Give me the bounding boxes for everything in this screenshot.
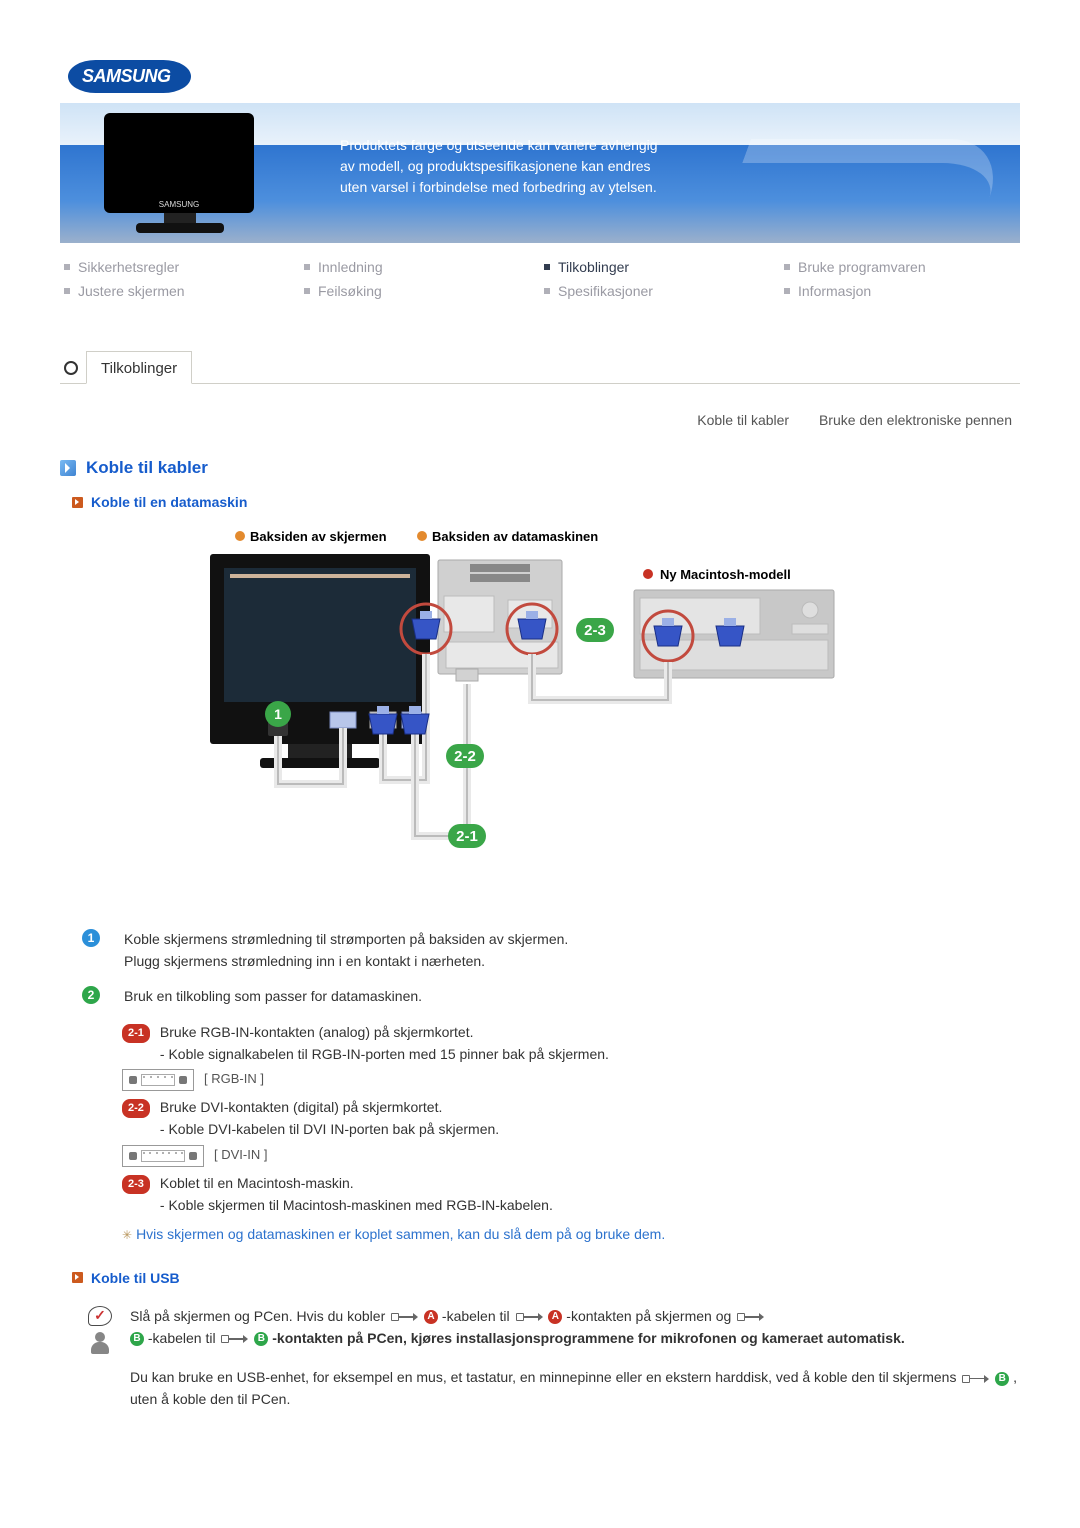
step-2-2-text-a: Bruke DVI-kontakten (digital) på skjermk…: [160, 1097, 1020, 1119]
tab-bar: Tilkoblinger: [60, 351, 1020, 384]
svg-text:2-1: 2-1: [456, 828, 478, 845]
step-2-badge: 2: [82, 986, 100, 1004]
sublink-elektronisk-penn[interactable]: Bruke den elektroniske pennen: [819, 412, 1012, 428]
step-1-text-a: Koble skjermens strømledning til strømpo…: [124, 929, 1020, 951]
brand-logo: SAMSUNG: [68, 60, 1020, 93]
instructions: 1 Koble skjermens strømledning til strøm…: [60, 929, 1020, 1266]
usb-section: ✓ Slå på skjermen og PCen. Hvis du koble…: [60, 1300, 1020, 1411]
main-nav: Sikkerhetsregler Justere skjermen Innled…: [60, 249, 1020, 325]
subsection-arrow-icon: [72, 497, 83, 508]
svg-text:1: 1: [274, 706, 282, 722]
connection-diagram: Baksiden av skjermen Baksiden av datamask…: [170, 524, 910, 899]
rgb-in-label: [ RGB-IN ]: [204, 1069, 264, 1089]
usb-cable-icon: [962, 1375, 989, 1383]
badge-a-icon: A: [548, 1310, 562, 1324]
nav-bruke-programvaren[interactable]: Bruke programvaren: [780, 255, 1020, 279]
step-2-2-badge: 2-2: [122, 1099, 150, 1118]
badge-b-icon: B: [995, 1372, 1009, 1386]
check-icon: ✓: [88, 1306, 112, 1326]
rgb-in-port-icon: [122, 1069, 194, 1091]
subsection-title: Koble til en datamaskin: [91, 494, 247, 510]
svg-text:2-3: 2-3: [584, 622, 606, 639]
step-1-text-b: Plugg skjermens strømledning inn i en ko…: [124, 951, 1020, 973]
section-title: Koble til kabler: [86, 458, 208, 478]
usb-cable-icon: [391, 1313, 418, 1321]
step-2-3-badge: 2-3: [122, 1175, 150, 1194]
usb-subsection-title: Koble til USB: [91, 1270, 180, 1286]
step-2-1-text-a: Bruke RGB-IN-kontakten (analog) på skjer…: [160, 1022, 1020, 1044]
svg-text:Baksiden av datamaskinen: Baksiden av datamaskinen: [432, 529, 598, 544]
hero-banner: SAMSUNG Produktets farge og utseende kan…: [60, 103, 1020, 243]
nav-spesifikasjoner[interactable]: Spesifikasjoner: [540, 279, 780, 303]
banner-monitor-illustration: SAMSUNG: [90, 113, 270, 243]
step-2-1-badge: 2-1: [122, 1024, 150, 1043]
badge-b-icon: B: [254, 1332, 268, 1346]
usb-cable-icon: [737, 1313, 764, 1321]
tab-tilkoblinger[interactable]: Tilkoblinger: [86, 351, 192, 384]
nav-informasjon[interactable]: Informasjon: [780, 279, 1020, 303]
svg-text:2-2: 2-2: [454, 748, 476, 765]
badge-a-icon: A: [424, 1310, 438, 1324]
nav-sikkerhetsregler[interactable]: Sikkerhetsregler: [60, 255, 300, 279]
tab-bullet-icon: [64, 361, 78, 375]
badge-b-icon: B: [130, 1332, 144, 1346]
step-2-3-text-b: - Koble skjermen til Macintosh-maskinen …: [160, 1195, 1020, 1217]
nav-justere-skjermen[interactable]: Justere skjermen: [60, 279, 300, 303]
tip-text: ✳Hvis skjermen og datamaskinen er koplet…: [82, 1218, 1020, 1266]
svg-text:Baksiden av skjermen: Baksiden av skjermen: [250, 529, 387, 544]
nav-innledning[interactable]: Innledning: [300, 255, 540, 279]
step-2-1-text-b: - Koble signalkabelen til RGB-IN-porten …: [160, 1044, 1020, 1066]
step-2-3-text-a: Koblet til en Macintosh-maskin.: [160, 1173, 1020, 1195]
step-2-text: Bruk en tilkobling som passer for datama…: [124, 986, 1020, 1008]
nav-tilkoblinger[interactable]: Tilkoblinger: [540, 255, 780, 279]
dvi-in-label: [ DVI-IN ]: [214, 1145, 267, 1165]
subsection-arrow-icon: [72, 1272, 83, 1283]
banner-swoosh: [729, 139, 1011, 199]
usb-cable-icon: [516, 1313, 543, 1321]
tip-star-icon: ✳: [122, 1228, 132, 1242]
person-icon: [90, 1332, 110, 1354]
step-2-2-text-b: - Koble DVI-kabelen til DVI IN-porten ba…: [160, 1119, 1020, 1141]
sublink-koble-til-kabler[interactable]: Koble til kabler: [697, 412, 789, 428]
logo-text: SAMSUNG: [68, 60, 191, 93]
usb-paragraph-2: Du kan bruke en USB-enhet, for eksempel …: [130, 1367, 1020, 1410]
nav-feilsoking[interactable]: Feilsøking: [300, 279, 540, 303]
svg-text:Ny Macintosh-modell: Ny Macintosh-modell: [660, 567, 791, 582]
usb-paragraph-1: Slå på skjermen og PCen. Hvis du kobler …: [130, 1306, 1020, 1349]
usb-cable-icon: [221, 1335, 248, 1343]
sub-nav: Koble til kabler Bruke den elektroniske …: [60, 384, 1020, 440]
section-arrow-icon: [60, 460, 76, 476]
dvi-in-port-icon: [122, 1145, 204, 1167]
banner-text: Produktets farge og utseende kan variere…: [340, 135, 740, 198]
step-1-badge: 1: [82, 929, 100, 947]
